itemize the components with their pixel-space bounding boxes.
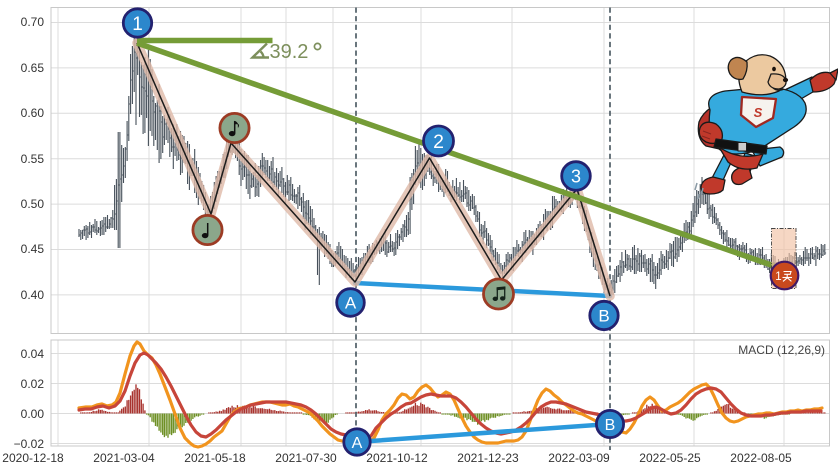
svg-text:0.02: 0.02	[21, 377, 45, 391]
svg-text:0.70: 0.70	[21, 15, 45, 29]
svg-text:A: A	[352, 435, 363, 452]
svg-text:2021-12-23: 2021-12-23	[457, 451, 519, 465]
svg-text:B: B	[605, 417, 616, 434]
svg-text:0.60: 0.60	[21, 106, 45, 120]
svg-text:0.40: 0.40	[21, 288, 45, 302]
svg-text:S: S	[754, 105, 763, 120]
svg-text:B: B	[598, 307, 609, 326]
svg-text:3: 3	[571, 167, 581, 187]
svg-text:1: 1	[775, 271, 781, 283]
svg-text:2022-03-09: 2022-03-09	[548, 451, 610, 465]
svg-text:0.55: 0.55	[21, 152, 45, 166]
svg-text:1: 1	[132, 14, 143, 35]
svg-text:2022-05-25: 2022-05-25	[639, 451, 701, 465]
svg-text:0.45: 0.45	[21, 242, 45, 256]
svg-text:0.50: 0.50	[21, 197, 45, 211]
svg-text:2021-03-04: 2021-03-04	[93, 451, 155, 465]
svg-text:2021-05-18: 2021-05-18	[184, 451, 246, 465]
svg-text:0.04: 0.04	[21, 347, 45, 361]
svg-text:2021-07-30: 2021-07-30	[275, 451, 337, 465]
svg-text:2022-08-05: 2022-08-05	[730, 451, 792, 465]
svg-text:MACD (12,26,9): MACD (12,26,9)	[738, 343, 825, 357]
svg-text:2021-10-12: 2021-10-12	[366, 451, 428, 465]
svg-text:2020-12-18: 2020-12-18	[2, 451, 64, 465]
svg-text:39.2: 39.2	[270, 41, 309, 63]
svg-text:A: A	[345, 294, 357, 313]
svg-text:2: 2	[433, 131, 444, 153]
svg-text:0.65: 0.65	[21, 61, 45, 75]
svg-text:−0.02: −0.02	[14, 437, 45, 451]
svg-text:0.00: 0.00	[21, 407, 45, 421]
